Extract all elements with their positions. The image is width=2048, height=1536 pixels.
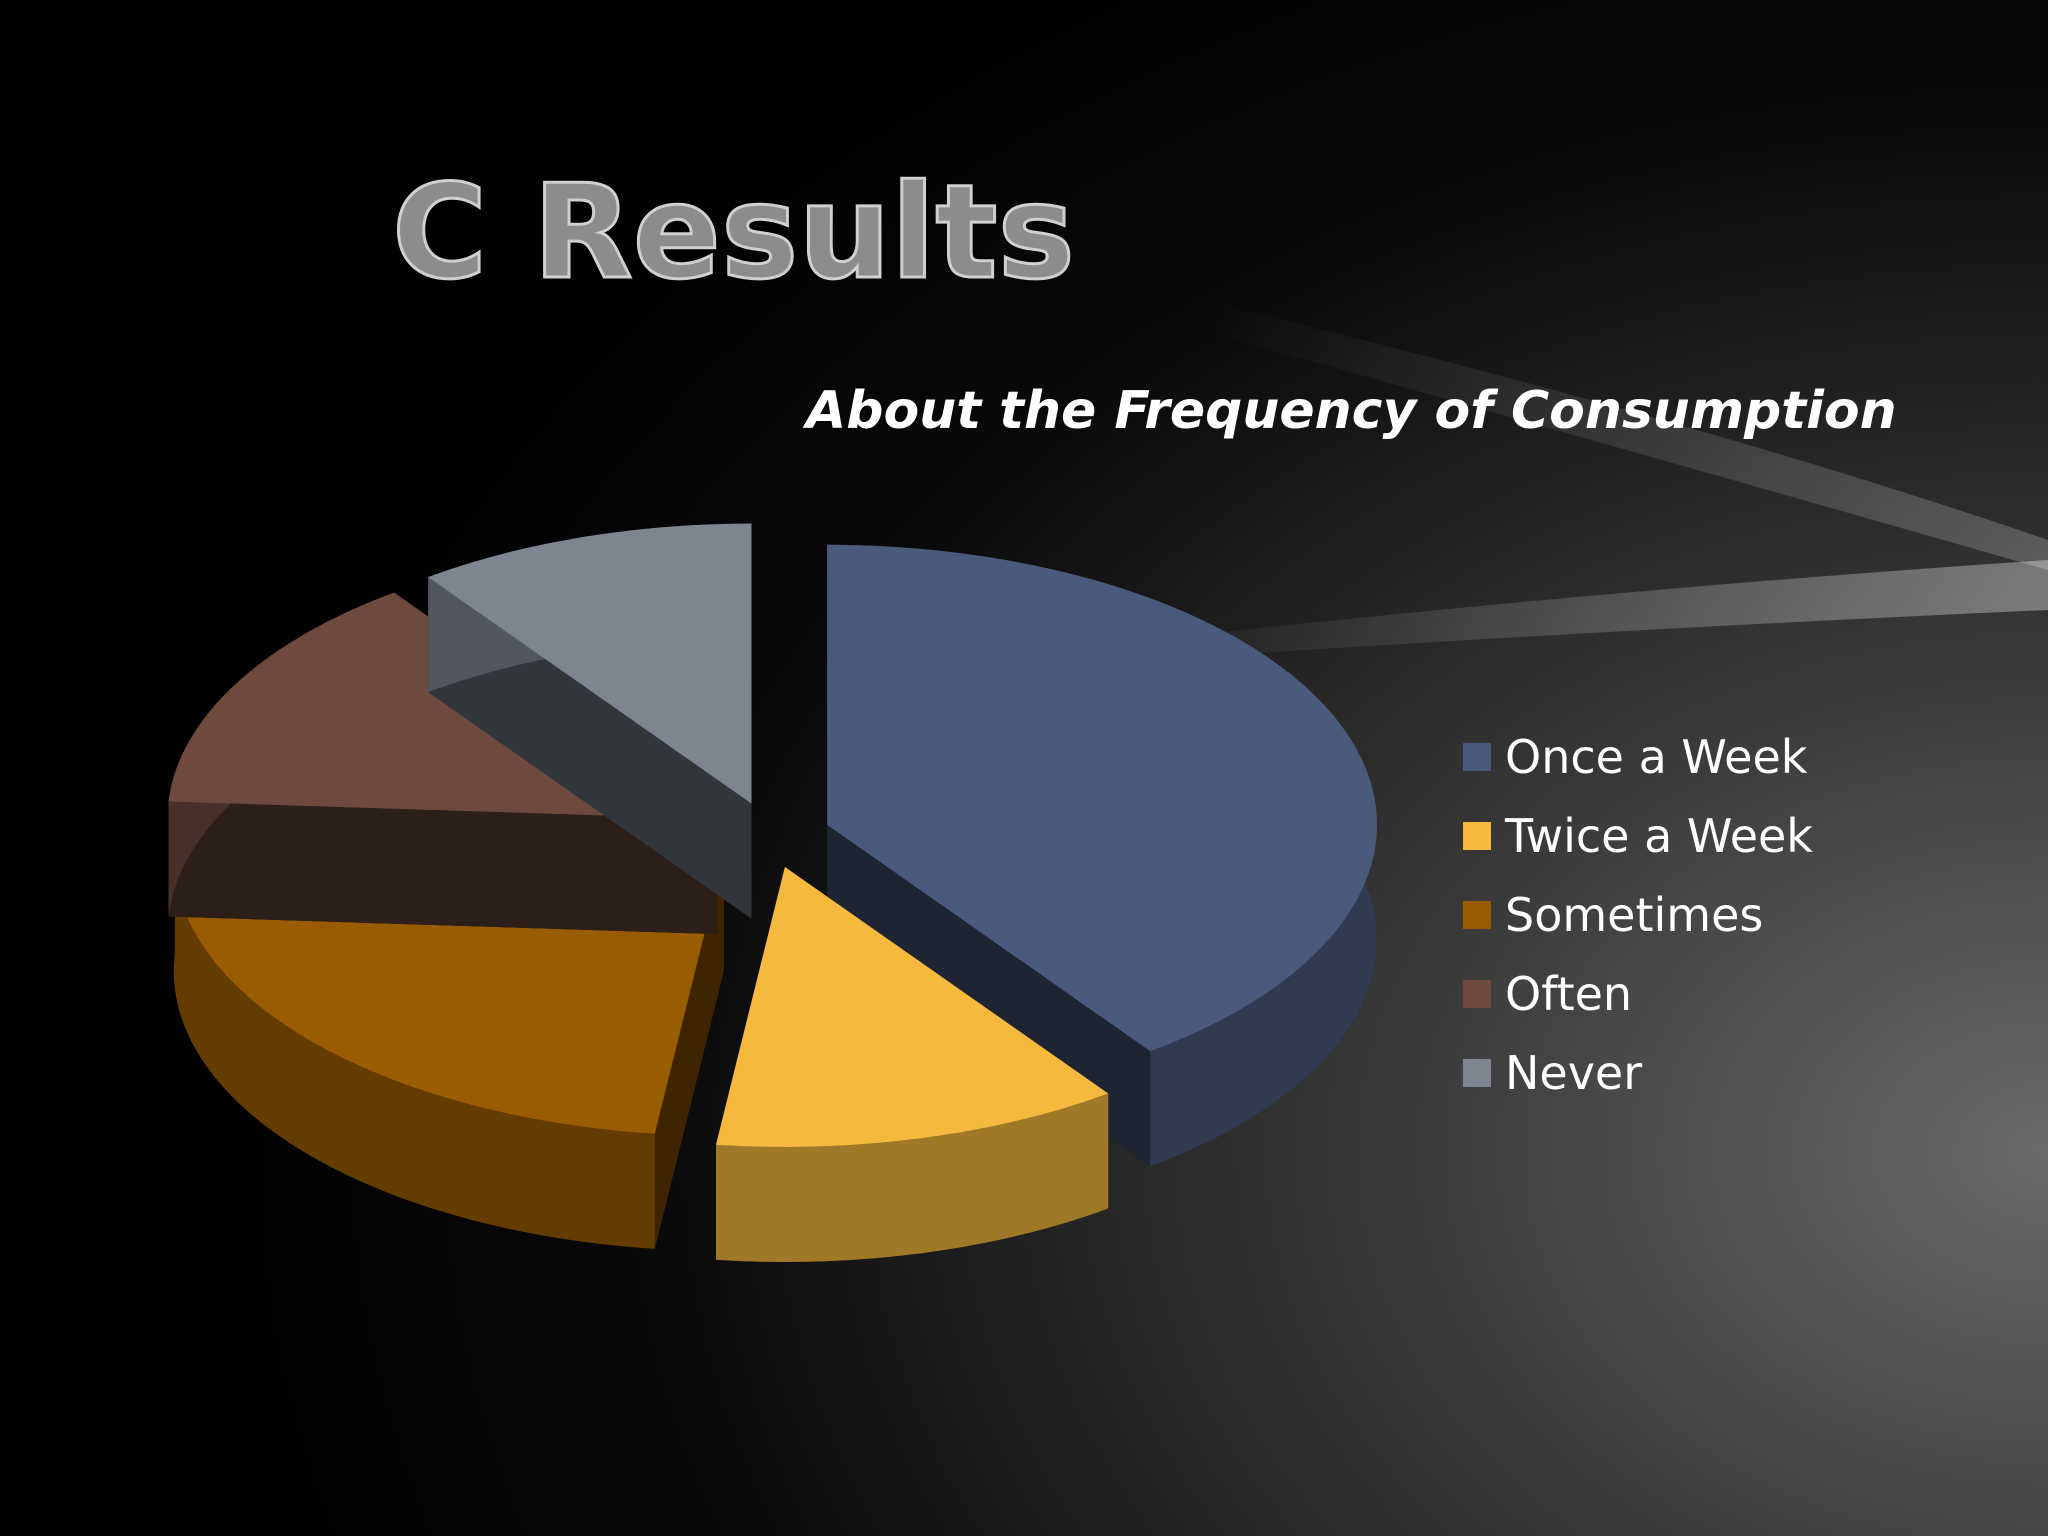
slice-top bbox=[827, 544, 1377, 1052]
legend-swatch bbox=[1463, 822, 1491, 850]
legend-label: Never bbox=[1505, 1046, 1642, 1100]
legend-label: Once a Week bbox=[1505, 730, 1808, 784]
legend-swatch bbox=[1463, 743, 1491, 771]
light-streak bbox=[1150, 560, 2048, 660]
slice-top bbox=[716, 867, 1109, 1147]
legend-label: Sometimes bbox=[1505, 888, 1763, 942]
pie-slice bbox=[827, 544, 1377, 1167]
chart-subtitle: About the Frequency of Consumption bbox=[802, 381, 1897, 441]
legend-label: Twice a Week bbox=[1504, 809, 1813, 863]
pie-slice bbox=[428, 523, 752, 919]
slide-title: C Results bbox=[392, 156, 1075, 308]
slice-top bbox=[428, 523, 752, 804]
legend-swatch bbox=[1463, 980, 1491, 1008]
legend-swatch bbox=[1463, 1059, 1491, 1087]
legend-label: Often bbox=[1505, 967, 1632, 1021]
pie bbox=[168, 523, 1377, 1262]
slice-outer-wall bbox=[173, 838, 655, 1249]
slice-outer-wall bbox=[716, 1093, 1109, 1262]
legend: Once a Week Twice a Week Sometimes Often Nev… bbox=[1463, 730, 1813, 1100]
light-streak bbox=[1200, 300, 2048, 570]
legend-swatch bbox=[1463, 901, 1491, 929]
pie-slice bbox=[716, 867, 1109, 1262]
